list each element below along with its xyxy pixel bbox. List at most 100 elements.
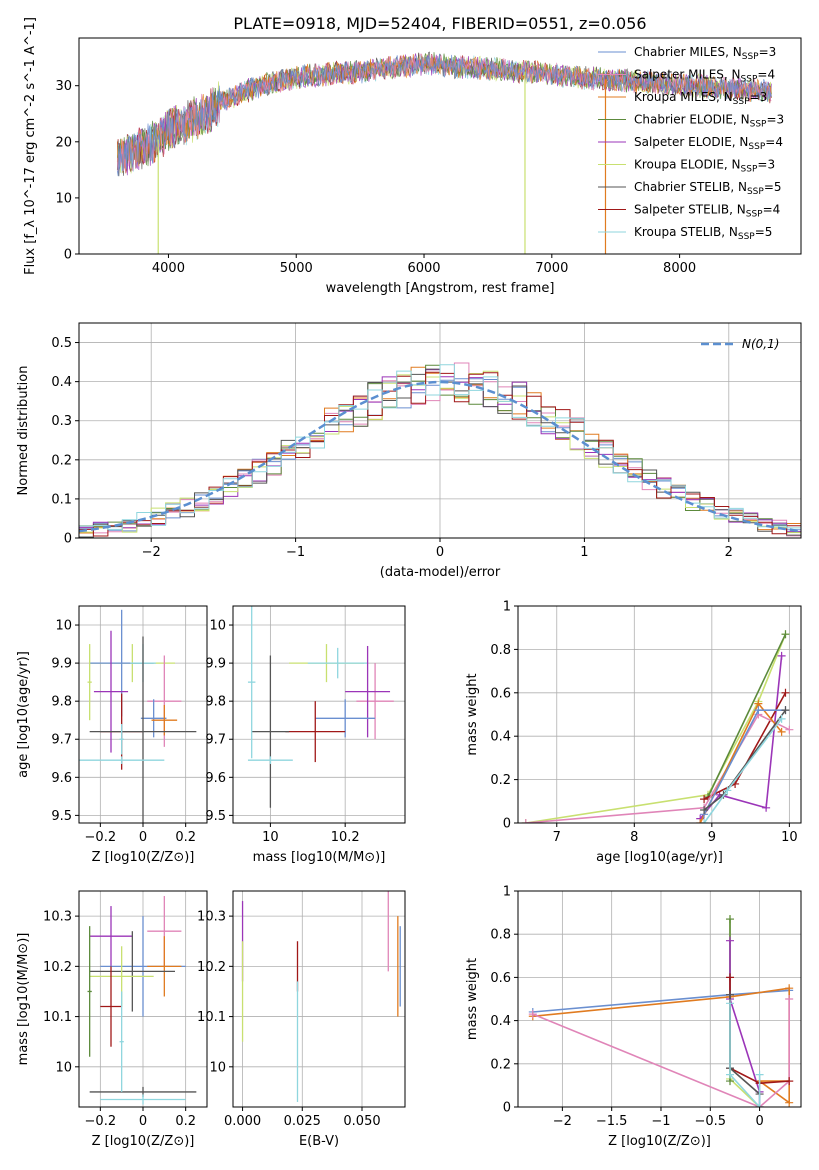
x-tick-label: 0 — [755, 1114, 763, 1129]
x-tick-label: 5000 — [280, 261, 313, 276]
x-tick-label: 0.2 — [175, 1114, 196, 1129]
y-tick-label: 0 — [64, 532, 72, 547]
plot-area — [241, 891, 401, 1102]
x-tick-label: 10 — [262, 830, 279, 845]
y-tick-label: 0 — [503, 1101, 511, 1116]
y-tick-label: 10.1 — [43, 1010, 72, 1025]
plot-area — [521, 630, 794, 823]
weight-marker — [785, 995, 794, 1003]
y-tick-label: 9.9 — [51, 657, 72, 672]
legend-label: Kroupa MILES, NSSP=3 — [634, 90, 767, 107]
y-axis-label: Flux [f_λ 10^-17 erg cm^-2 s^-1 A^-1] — [23, 17, 38, 275]
x-axis-label: age [log10(age/yr)] — [596, 850, 723, 865]
plot-area — [79, 609, 197, 823]
axes-frame — [78, 37, 802, 255]
weight-line — [703, 692, 787, 800]
y-tick-label: 9.9 — [205, 657, 226, 672]
panel-spectrum: 4000 5000 6000 7000 8000 0 10 20 30 wavelength [A… — [23, 17, 802, 296]
y-tick-label: 10.1 — [197, 1010, 226, 1025]
y-tick-label: 0.5 — [51, 336, 72, 351]
weight-marker — [777, 727, 786, 736]
y-tick-label: 10.3 — [43, 910, 72, 925]
x-tick-label: 10 — [781, 830, 798, 845]
panel-age-vs-Z: −0.2 0 0.2 9.5 9.6 9.7 9.8 9.9 10 Z [log10(Z/Z⊙)]… — [16, 605, 208, 865]
y-tick-label: 9.8 — [51, 695, 72, 710]
x-tick-label: −2 — [142, 545, 161, 560]
y-tick-label: 0.3 — [51, 414, 72, 429]
y-tick-label: 10 — [55, 1060, 72, 1075]
y-tick-label: 0.6 — [490, 686, 511, 701]
axes-frame — [232, 890, 406, 1108]
x-tick-label: 1 — [580, 545, 588, 560]
y-tick-label: 0.4 — [51, 375, 72, 390]
y-tick-label: 0.2 — [490, 773, 511, 788]
panel-mass-vs-Z: −0.2 0 0.2 10 10.1 10.2 10.3 Z [log10(Z/Z⊙)] mas… — [16, 890, 208, 1149]
y-tick-label: 9.5 — [205, 809, 226, 824]
weight-marker — [726, 973, 735, 982]
y-axis-label: Normed distribution — [16, 366, 31, 496]
legend-label: Kroupa STELIB, NSSP=5 — [634, 225, 772, 242]
y-tick-label: 9.6 — [51, 771, 72, 786]
y-tick-label: 0.1 — [51, 492, 72, 507]
x-tick-label: 7 — [553, 830, 561, 845]
plot-area — [87, 896, 197, 1105]
weight-marker — [726, 1070, 735, 1079]
x-tick-label: 2 — [725, 545, 733, 560]
weight-marker — [700, 795, 709, 804]
weight-marker — [754, 706, 763, 715]
x-tick-label: 0.000 — [224, 1114, 261, 1129]
y-tick-label: 10 — [55, 619, 72, 634]
legend-label: Chabrier STELIB, NSSP=5 — [634, 180, 782, 197]
x-tick-label: 0 — [139, 830, 147, 845]
y-axis-label: mass weight — [465, 673, 480, 755]
weight-marker — [781, 630, 790, 639]
x-tick-label: −2 — [553, 1114, 572, 1129]
panel-weight-vs-age: 7 8 9 10 0 0.2 0.4 0.6 0.8 1 age [log10(age/yr)] ma… — [465, 600, 802, 865]
weight-marker — [781, 706, 790, 715]
weight-marker — [726, 915, 735, 924]
x-tick-label: 0.2 — [175, 830, 196, 845]
x-axis-label: (data-model)/error — [380, 565, 501, 580]
weight-line — [525, 713, 790, 823]
y-tick-label: 9.7 — [51, 733, 72, 748]
x-tick-label: 4000 — [152, 261, 185, 276]
y-tick-label: 9.5 — [51, 809, 72, 824]
x-axis-label: wavelength [Angstrom, rest frame] — [326, 281, 555, 296]
x-tick-label: 0.025 — [284, 1114, 321, 1129]
x-tick-label: 9 — [708, 830, 716, 845]
weight-marker — [785, 1077, 794, 1086]
x-tick-label: −1 — [286, 545, 305, 560]
y-tick-label: 0.6 — [490, 971, 511, 986]
weight-marker — [521, 819, 530, 823]
weight-marker — [700, 819, 709, 823]
x-tick-label: 0 — [436, 545, 444, 560]
x-axis-label: E(B-V) — [299, 1134, 339, 1149]
x-tick-label: −0.2 — [85, 1114, 117, 1129]
axes-frame — [517, 605, 802, 824]
weight-marker — [755, 1070, 764, 1079]
y-tick-label: 10 — [209, 619, 226, 634]
weight-marker — [777, 714, 786, 723]
legend-label: Salpeter STELIB, NSSP=4 — [634, 203, 780, 220]
legend-label: Kroupa ELODIE, NSSP=3 — [634, 158, 775, 175]
axes-frame — [78, 322, 802, 539]
axes-frame — [78, 605, 208, 824]
x-tick-label: −1 — [651, 1114, 670, 1129]
y-tick-label: 0 — [64, 248, 72, 263]
y-axis-label: age [log10(age/yr)] — [16, 651, 31, 778]
weight-line — [525, 633, 787, 823]
weight-marker — [723, 786, 732, 795]
y-tick-label: 9.8 — [205, 695, 226, 710]
x-tick-label: −1.5 — [596, 1114, 628, 1129]
y-tick-label: 20 — [55, 135, 72, 150]
y-tick-label: 0.4 — [490, 730, 511, 745]
axes-frame — [78, 890, 208, 1108]
y-tick-label: 10.2 — [43, 960, 72, 975]
axes-frame — [517, 890, 802, 1108]
y-tick-label: 0.4 — [490, 1014, 511, 1029]
legend-label: Chabrier MILES, NSSP=3 — [634, 45, 776, 62]
y-tick-label: 1 — [503, 600, 511, 615]
x-tick-label: 8 — [630, 830, 638, 845]
panel-weight-vs-Z: −2 −1.5 −1 −0.5 0 0 0.2 0.4 0.6 0.8 1 Z [log10(Z/Z⊙… — [465, 885, 802, 1149]
